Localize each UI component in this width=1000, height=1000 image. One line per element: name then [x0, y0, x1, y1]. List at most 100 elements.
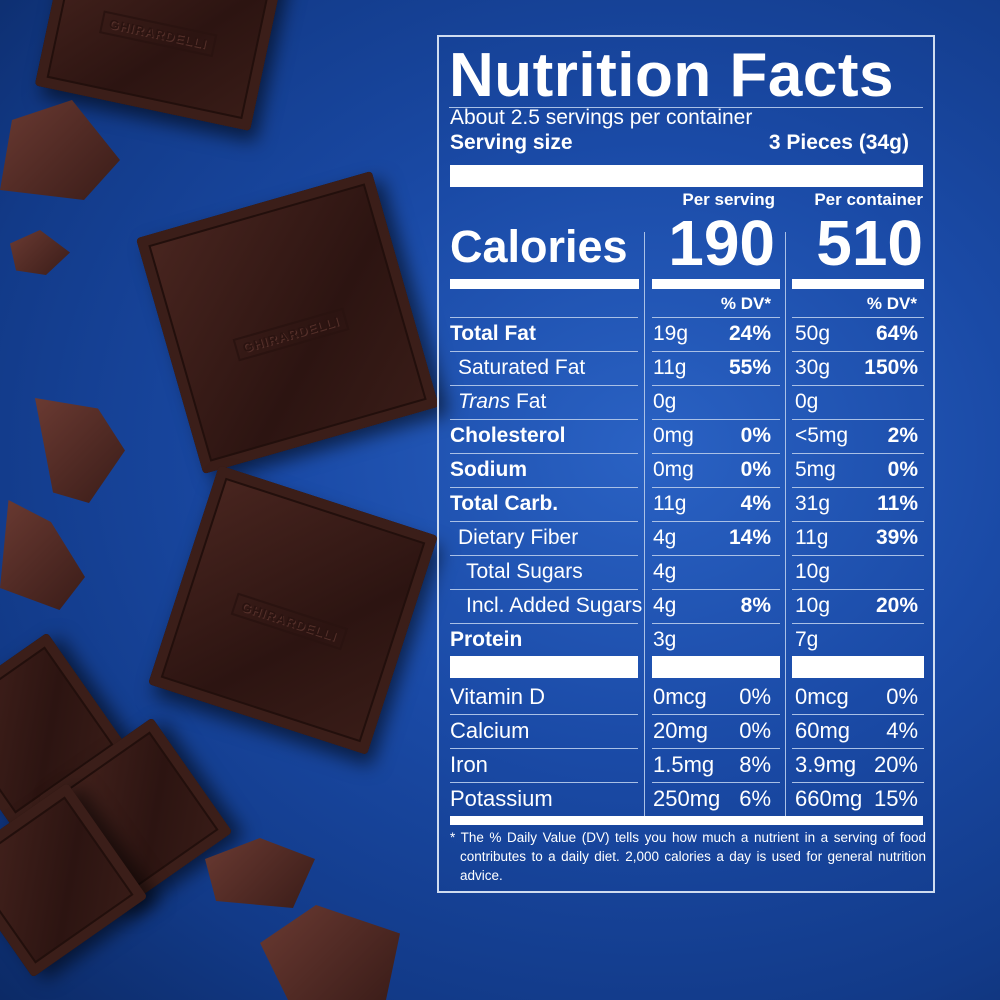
- row-divider: [652, 385, 780, 386]
- row-divider: [652, 782, 780, 783]
- container-dv: 15%: [873, 786, 918, 811]
- vitamin-name: Calcium: [450, 718, 530, 743]
- nutrient-name-text: Protein: [450, 628, 523, 651]
- column-divider: [785, 232, 786, 817]
- container-amount: 7g: [795, 628, 819, 651]
- serving-dv: 24%: [728, 322, 771, 345]
- per-serving-header: Per serving: [682, 190, 775, 209]
- row-divider: [792, 351, 924, 352]
- footnote-divider: [450, 816, 923, 825]
- chocolate-chunk: [10, 230, 70, 275]
- serving-dv: 55%: [728, 356, 771, 379]
- row-divider: [450, 487, 638, 488]
- serving-dv: 8%: [739, 752, 771, 777]
- row-divider: [792, 623, 924, 624]
- nutrient-name: Sodium: [450, 453, 527, 487]
- row-divider: [792, 419, 924, 420]
- per-container-header: Per container: [814, 190, 923, 209]
- serving-amount: 0mg: [653, 424, 694, 447]
- container-amount: 5mg: [795, 458, 836, 481]
- serving-amount: 0g: [653, 390, 677, 413]
- nutrient-name-text: Incl. Added Sugars: [466, 594, 643, 617]
- row-divider: [652, 714, 780, 715]
- row-divider: [450, 714, 638, 715]
- serving-dv: 14%: [728, 526, 771, 549]
- vitamin-name: Potassium: [450, 786, 553, 811]
- serving-amount: 11g: [653, 492, 687, 515]
- vitamin-name: Vitamin D: [450, 684, 545, 709]
- row-divider: [792, 555, 924, 556]
- container-dv: 20%: [875, 594, 918, 617]
- serving-amount: 19g: [653, 322, 689, 345]
- container-amount: <5mg: [795, 424, 849, 447]
- row-divider: [450, 351, 638, 352]
- container-amount: 10g: [795, 560, 831, 583]
- serving-size-value: 3 Pieces (34g): [768, 131, 909, 154]
- container-amount: 0g: [795, 390, 819, 413]
- row-divider: [450, 419, 638, 420]
- container-dv: 64%: [875, 322, 918, 345]
- serving-dv: 0%: [739, 718, 771, 743]
- calories-divider: [652, 279, 780, 289]
- container-dv: 39%: [875, 526, 918, 549]
- row-divider: [792, 782, 924, 783]
- container-amount: 0mcg: [795, 684, 849, 709]
- nutrient-name-text: Total Carb.: [450, 492, 559, 515]
- vitamin-divider: [792, 656, 924, 678]
- calories-divider: [450, 279, 639, 289]
- chocolate-chunk: [0, 500, 85, 610]
- row-divider: [792, 589, 924, 590]
- row-divider: [652, 748, 780, 749]
- nutrient-name-text: Total Fat: [450, 322, 536, 345]
- row-divider: [652, 453, 780, 454]
- row-divider: [450, 317, 638, 318]
- chocolate-square: GHIRARDELLI: [148, 465, 438, 755]
- row-divider: [792, 385, 924, 386]
- calories-label: Calories: [450, 221, 628, 272]
- serving-dv: 6%: [739, 786, 771, 811]
- nutrient-name: Saturated Fat: [458, 351, 585, 385]
- calories-per-serving: 190: [668, 207, 775, 279]
- row-divider: [652, 589, 780, 590]
- nutrient-name-text: Dietary Fiber: [458, 526, 579, 549]
- column-divider: [644, 232, 645, 817]
- nutrition-facts-label: Nutrition Facts About 2.5 servings per c…: [437, 35, 935, 893]
- container-amount: 30g: [795, 356, 831, 379]
- nutrient-name: Total Sugars: [466, 555, 583, 589]
- row-divider: [450, 748, 638, 749]
- serving-dv: 4%: [740, 492, 771, 515]
- container-amount: 31g: [795, 492, 831, 515]
- nutrient-name-text: Trans: [458, 390, 511, 413]
- serving-amount: 4g: [653, 526, 677, 549]
- serving-amount: 11g: [653, 356, 687, 379]
- container-amount: 660mg: [795, 786, 863, 811]
- label-title: Nutrition Facts: [449, 41, 894, 110]
- row-divider: [450, 453, 638, 454]
- vitamin-name: Iron: [450, 752, 488, 777]
- nutrient-name-suffix: Fat: [510, 390, 547, 413]
- nutrient-name: Cholesterol: [450, 419, 566, 453]
- row-divider: [652, 351, 780, 352]
- nutrient-name: Incl. Added Sugars: [466, 589, 642, 623]
- row-divider: [652, 317, 780, 318]
- row-divider: [450, 521, 638, 522]
- footnote: * The % Daily Value (DV) tells you how m…: [450, 830, 926, 883]
- container-dv: 4%: [886, 718, 918, 743]
- serving-amount: 3g: [653, 628, 677, 651]
- serving-dv: 8%: [740, 594, 771, 617]
- row-divider: [792, 714, 924, 715]
- row-divider: [792, 453, 924, 454]
- container-dv: 150%: [864, 356, 918, 379]
- serving-dv: 0%: [740, 458, 771, 481]
- row-divider: [450, 623, 638, 624]
- nutrient-name-text: Sodium: [450, 458, 527, 481]
- serving-amount: 1.5mg: [653, 752, 715, 777]
- serving-amount: 4g: [653, 594, 677, 617]
- chocolate-chunk: [260, 905, 400, 1000]
- calories-per-container: 510: [816, 207, 923, 279]
- serving-amount: 4g: [653, 560, 677, 583]
- vitamin-divider: [450, 656, 638, 678]
- container-dv: 20%: [873, 752, 918, 777]
- row-divider: [792, 748, 924, 749]
- container-amount: 11g: [795, 526, 829, 549]
